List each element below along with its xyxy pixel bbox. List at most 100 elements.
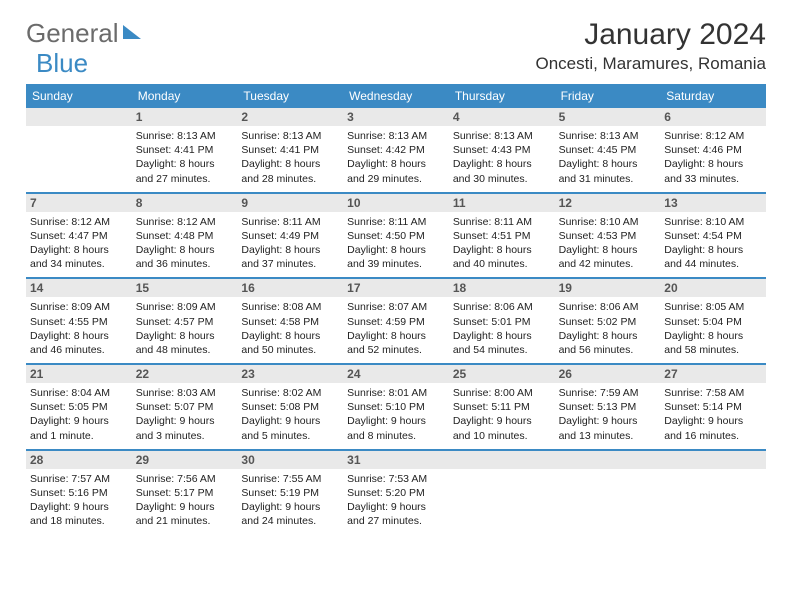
day-info: Sunrise: 8:13 AMSunset: 4:43 PMDaylight:…: [453, 129, 551, 186]
day-number: 5: [555, 108, 661, 126]
day-info: Sunrise: 8:13 AMSunset: 4:41 PMDaylight:…: [241, 129, 339, 186]
day-info: Sunrise: 8:11 AMSunset: 4:51 PMDaylight:…: [453, 215, 551, 272]
title-block: January 2024 Oncesti, Maramures, Romania: [535, 18, 766, 74]
day-number: 19: [555, 279, 661, 297]
sunrise-text: Sunrise: 8:09 AM: [30, 300, 128, 314]
day-info: Sunrise: 8:00 AMSunset: 5:11 PMDaylight:…: [453, 386, 551, 443]
calendar-week: 14Sunrise: 8:09 AMSunset: 4:55 PMDayligh…: [26, 279, 766, 365]
day-number: 7: [26, 194, 132, 212]
calendar-cell: 31Sunrise: 7:53 AMSunset: 5:20 PMDayligh…: [343, 451, 449, 535]
sunset-text: Sunset: 4:50 PM: [347, 229, 445, 243]
day-info: Sunrise: 7:58 AMSunset: 5:14 PMDaylight:…: [664, 386, 762, 443]
day-number: 24: [343, 365, 449, 383]
day-info: Sunrise: 8:08 AMSunset: 4:58 PMDaylight:…: [241, 300, 339, 357]
day-number: 2: [237, 108, 343, 126]
day-info: Sunrise: 8:02 AMSunset: 5:08 PMDaylight:…: [241, 386, 339, 443]
sunset-text: Sunset: 5:20 PM: [347, 486, 445, 500]
calendar-cell: 4 Sunrise: 8:13 AMSunset: 4:43 PMDaylight…: [449, 108, 555, 192]
day-info: Sunrise: 8:13 AMSunset: 4:41 PMDaylight:…: [136, 129, 234, 186]
daylight-text: Daylight: 8 hours and 29 minutes.: [347, 157, 445, 185]
day-number: 16: [237, 279, 343, 297]
sunrise-text: Sunrise: 7:55 AM: [241, 472, 339, 486]
day-number: 10: [343, 194, 449, 212]
daylight-text: Daylight: 8 hours and 40 minutes.: [453, 243, 551, 271]
sunrise-text: Sunrise: 8:06 AM: [453, 300, 551, 314]
sunrise-text: Sunrise: 8:12 AM: [664, 129, 762, 143]
day-info: Sunrise: 8:01 AMSunset: 5:10 PMDaylight:…: [347, 386, 445, 443]
day-number: .: [26, 108, 132, 126]
daylight-text: Daylight: 8 hours and 48 minutes.: [136, 329, 234, 357]
daylight-text: Daylight: 8 hours and 58 minutes.: [664, 329, 762, 357]
daylight-text: Daylight: 8 hours and 42 minutes.: [559, 243, 657, 271]
sunrise-text: Sunrise: 8:11 AM: [241, 215, 339, 229]
sunset-text: Sunset: 4:57 PM: [136, 315, 234, 329]
day-info: Sunrise: 8:05 AMSunset: 5:04 PMDaylight:…: [664, 300, 762, 357]
sunrise-text: Sunrise: 7:53 AM: [347, 472, 445, 486]
calendar-cell: 14 Sunrise: 8:09 AMSunset: 4:55 PMDayligh…: [26, 279, 132, 363]
day-info: Sunrise: 8:11 AMSunset: 4:50 PMDaylight:…: [347, 215, 445, 272]
daylight-text: Daylight: 9 hours and 16 minutes.: [664, 414, 762, 442]
sunset-text: Sunset: 4:55 PM: [30, 315, 128, 329]
day-number: 6: [660, 108, 766, 126]
calendar-cell: 29 Sunrise: 7:56 AMSunset: 5:17 PMDayligh…: [132, 451, 238, 535]
day-info: Sunrise: 8:10 AMSunset: 4:54 PMDaylight:…: [664, 215, 762, 272]
weekday-header: Thursday: [449, 85, 555, 108]
day-number: .: [660, 451, 766, 469]
sunrise-text: Sunrise: 7:59 AM: [559, 386, 657, 400]
day-info: Sunrise: 7:56 AMSunset: 5:17 PMDaylight:…: [136, 472, 234, 529]
day-info: Sunrise: 8:09 AMSunset: 4:55 PMDaylight:…: [30, 300, 128, 357]
sunset-text: Sunset: 4:47 PM: [30, 229, 128, 243]
location-text: Oncesti, Maramures, Romania: [535, 54, 766, 74]
calendar-cell: 24 Sunrise: 8:01 AMSunset: 5:10 PMDayligh…: [343, 365, 449, 449]
day-info: Sunrise: 7:53 AMSunset: 5:20 PMDaylight:…: [347, 472, 445, 529]
logo: General: [26, 18, 141, 49]
daylight-text: Daylight: 8 hours and 50 minutes.: [241, 329, 339, 357]
day-number: 4: [449, 108, 555, 126]
day-number: 14: [26, 279, 132, 297]
weekday-header: Friday: [555, 85, 661, 108]
weekday-header: Wednesday: [343, 85, 449, 108]
daylight-text: Daylight: 8 hours and 54 minutes.: [453, 329, 551, 357]
sunrise-text: Sunrise: 7:56 AM: [136, 472, 234, 486]
day-info: Sunrise: 7:57 AMSunset: 5:16 PMDaylight:…: [30, 472, 128, 529]
day-info: Sunrise: 8:06 AMSunset: 5:02 PMDaylight:…: [559, 300, 657, 357]
sunrise-text: Sunrise: 8:11 AM: [453, 215, 551, 229]
calendar-cell: .: [26, 108, 132, 192]
weekday-header-row: Sunday Monday Tuesday Wednesday Thursday…: [26, 85, 766, 108]
sunset-text: Sunset: 5:19 PM: [241, 486, 339, 500]
calendar-cell: 8Sunrise: 8:12 AMSunset: 4:48 PMDaylight…: [132, 194, 238, 278]
sunset-text: Sunset: 4:43 PM: [453, 143, 551, 157]
day-number: .: [449, 451, 555, 469]
calendar-cell: 10 Sunrise: 8:11 AMSunset: 4:50 PMDayligh…: [343, 194, 449, 278]
calendar-cell: .: [660, 451, 766, 535]
sunset-text: Sunset: 4:58 PM: [241, 315, 339, 329]
sunrise-text: Sunrise: 8:11 AM: [347, 215, 445, 229]
sunrise-text: Sunrise: 7:58 AM: [664, 386, 762, 400]
calendar-cell: 12Sunrise: 8:10 AMSunset: 4:53 PMDayligh…: [555, 194, 661, 278]
daylight-text: Daylight: 9 hours and 21 minutes.: [136, 500, 234, 528]
sunset-text: Sunset: 4:54 PM: [664, 229, 762, 243]
sunrise-text: Sunrise: 8:05 AM: [664, 300, 762, 314]
daylight-text: Daylight: 8 hours and 36 minutes.: [136, 243, 234, 271]
daylight-text: Daylight: 8 hours and 34 minutes.: [30, 243, 128, 271]
calendar-cell: 5 Sunrise: 8:13 AMSunset: 4:45 PMDaylight…: [555, 108, 661, 192]
calendar-cell: 23Sunrise: 8:02 AMSunset: 5:08 PMDayligh…: [237, 365, 343, 449]
calendar-cell: 7Sunrise: 8:12 AMSunset: 4:47 PMDaylight…: [26, 194, 132, 278]
daylight-text: Daylight: 8 hours and 28 minutes.: [241, 157, 339, 185]
sunset-text: Sunset: 5:16 PM: [30, 486, 128, 500]
sunset-text: Sunset: 4:42 PM: [347, 143, 445, 157]
sunset-text: Sunset: 4:48 PM: [136, 229, 234, 243]
day-info: Sunrise: 8:11 AMSunset: 4:49 PMDaylight:…: [241, 215, 339, 272]
calendar-cell: 18Sunrise: 8:06 AMSunset: 5:01 PMDayligh…: [449, 279, 555, 363]
day-info: Sunrise: 8:13 AMSunset: 4:45 PMDaylight:…: [559, 129, 657, 186]
day-number: 29: [132, 451, 238, 469]
sunset-text: Sunset: 5:10 PM: [347, 400, 445, 414]
day-number: 26: [555, 365, 661, 383]
daylight-text: Daylight: 8 hours and 46 minutes.: [30, 329, 128, 357]
sunrise-text: Sunrise: 8:12 AM: [136, 215, 234, 229]
sunrise-text: Sunrise: 8:13 AM: [559, 129, 657, 143]
day-number: 11: [449, 194, 555, 212]
weekday-header: Sunday: [26, 85, 132, 108]
weekday-header: Monday: [132, 85, 238, 108]
daylight-text: Daylight: 8 hours and 27 minutes.: [136, 157, 234, 185]
